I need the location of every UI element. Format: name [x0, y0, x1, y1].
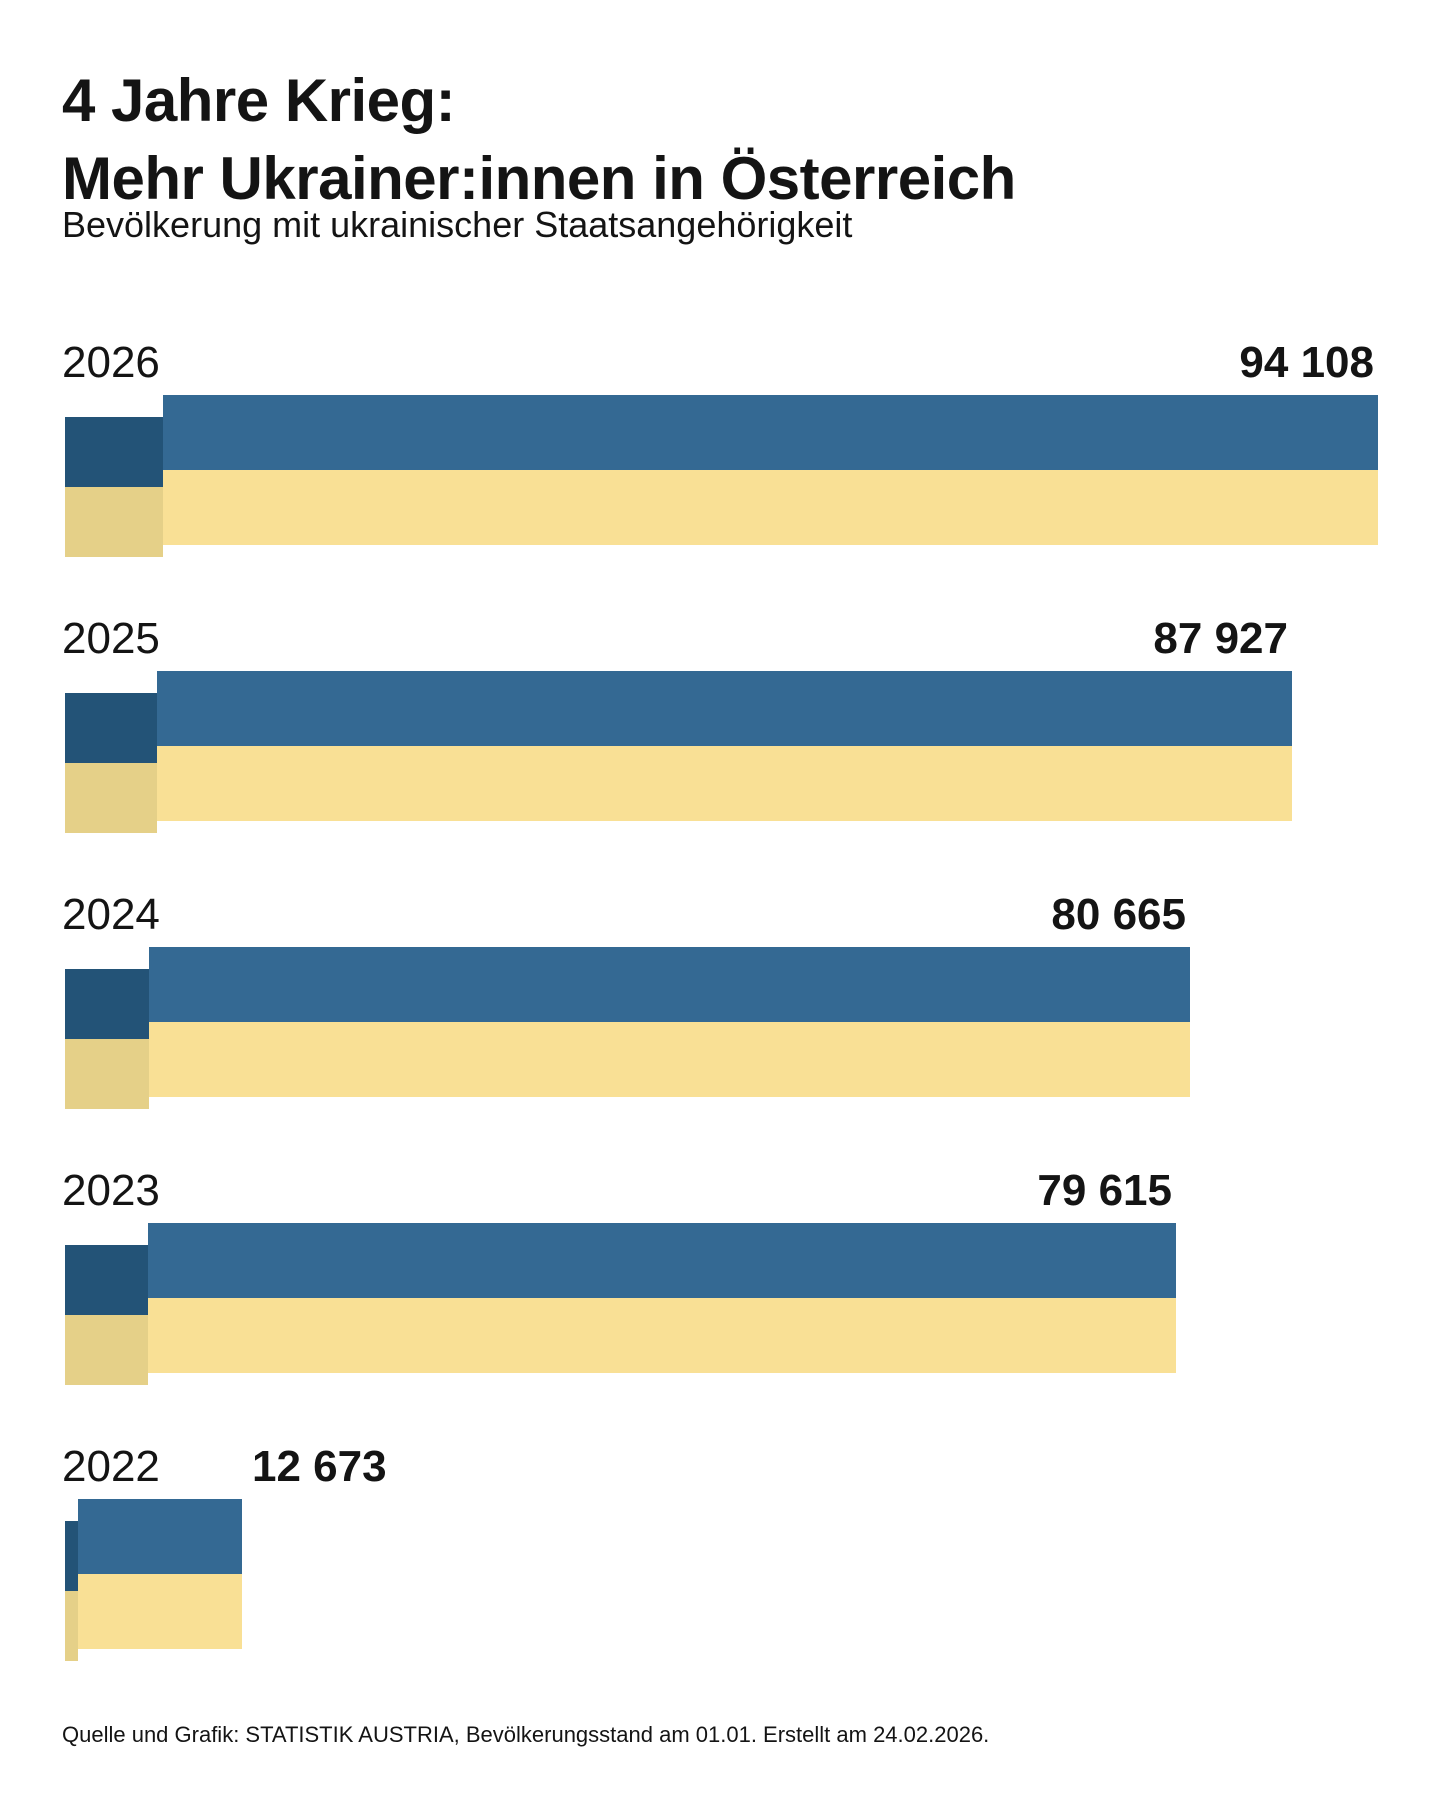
flag-dark-yellow-band	[65, 1039, 149, 1109]
flag-dark-blue-band	[65, 1245, 148, 1315]
flag-bar-dark-segment	[65, 693, 157, 833]
flag-bar-dark-segment	[65, 1521, 78, 1661]
flag-dark-blue-band	[65, 969, 149, 1039]
value-label: 80 665	[1051, 890, 1186, 939]
chart-title: 4 Jahre Krieg: Mehr Ukrainer:innen in Ös…	[62, 62, 1402, 218]
flag-dark-yellow-band	[65, 487, 163, 557]
flag-dark-yellow-band	[65, 763, 157, 833]
year-label: 2024	[62, 890, 160, 939]
year-label: 2022	[62, 1442, 160, 1491]
value-label: 79 615	[1037, 1166, 1172, 1215]
flag-yellow-band	[148, 1298, 1176, 1373]
chart-title-line1: 4 Jahre Krieg:	[62, 67, 456, 134]
source-note: Quelle und Grafik: STATISTIK AUSTRIA, Be…	[62, 1722, 990, 1747]
flag-bar-dark-segment	[65, 1245, 148, 1385]
chart-subtitle: Bevölkerung mit ukrainischer Staatsangeh…	[62, 204, 853, 245]
value-label: 12 673	[252, 1442, 387, 1491]
flag-blue-band	[148, 1223, 1176, 1298]
flag-bar	[148, 1223, 1176, 1373]
value-label: 94 108	[1239, 338, 1374, 387]
flag-dark-yellow-band	[65, 1315, 148, 1385]
flag-dark-blue-band	[65, 417, 163, 487]
value-label: 87 927	[1153, 614, 1288, 663]
flag-yellow-band	[78, 1574, 242, 1649]
flag-dark-yellow-band	[65, 1591, 78, 1661]
flag-bar-dark-segment	[65, 417, 163, 557]
year-label: 2025	[62, 614, 160, 663]
flag-bar-dark-segment	[65, 969, 149, 1109]
flag-bar	[157, 671, 1292, 821]
flag-dark-blue-band	[65, 1521, 78, 1591]
flag-blue-band	[149, 947, 1190, 1022]
flag-blue-band	[157, 671, 1292, 746]
flag-bar	[163, 395, 1378, 545]
chart-title-line2: Mehr Ukrainer:innen in Österreich	[62, 145, 1016, 212]
flag-bar	[149, 947, 1190, 1097]
flag-dark-blue-band	[65, 693, 157, 763]
year-label: 2023	[62, 1166, 160, 1215]
flag-yellow-band	[149, 1022, 1190, 1097]
flag-blue-band	[163, 395, 1378, 470]
flag-yellow-band	[163, 470, 1378, 545]
flag-yellow-band	[157, 746, 1292, 821]
flag-blue-band	[78, 1499, 242, 1574]
flag-bar	[78, 1499, 242, 1649]
year-label: 2026	[62, 338, 160, 387]
